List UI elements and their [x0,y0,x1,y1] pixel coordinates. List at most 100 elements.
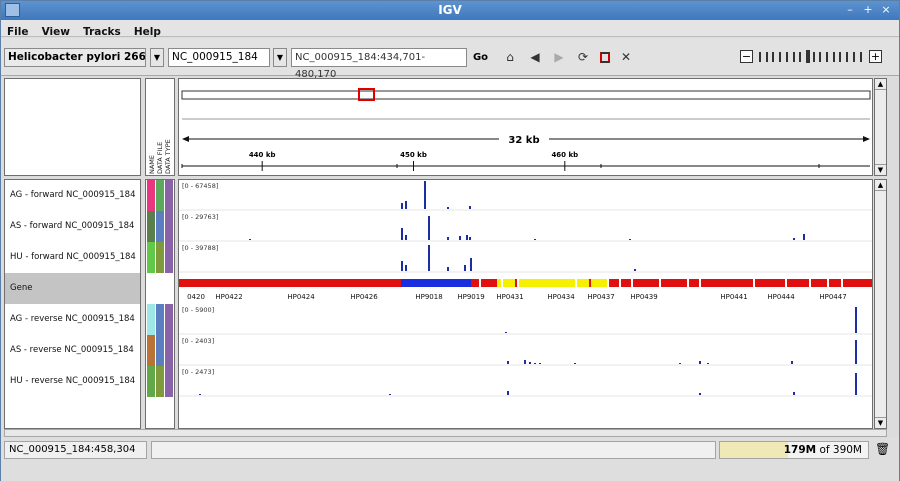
track-name[interactable]: Gene [5,273,140,304]
attribute-cell[interactable] [147,366,155,397]
track-1[interactable]: [0 - 29763] [179,213,872,242]
gene-label[interactable]: HP0437 [587,293,614,301]
attribute-datatype-label[interactable]: DATA TYPE [164,139,172,174]
gene-label[interactable]: HP0439 [630,293,657,301]
zoom-in-icon[interactable]: + [869,50,882,63]
track-5[interactable]: [0 - 2403] [179,337,872,366]
zoom-level-tick[interactable] [859,52,862,62]
gene-label[interactable]: HP0441 [720,293,747,301]
maximize-icon[interactable]: + [863,3,873,16]
data-scrollbar[interactable]: ▲ ▼ [874,179,887,429]
data-panel[interactable]: [0 - 67458] [0 - 29763] [0 - 39788] 0420 HP0… [178,179,873,429]
zoom-level-tick[interactable] [759,52,761,62]
track-name[interactable]: AS - reverse NC_000915_184 [10,345,134,355]
track-6[interactable]: [0 - 2473] [179,368,872,397]
track-0[interactable]: [0 - 67458] [179,181,872,211]
zoom-level-tick[interactable] [772,52,775,62]
horizontal-scrollbar[interactable] [4,429,887,437]
zoom-out-icon[interactable]: − [740,50,753,63]
gene-feature-blue[interactable] [401,279,471,287]
resize-tracks-icon[interactable]: ✕ [620,50,632,64]
gene-label[interactable]: HP0431 [496,293,523,301]
header-scrollbar[interactable]: ▲ ▼ [874,78,887,176]
gene-label[interactable]: HP0447 [819,293,846,301]
attribute-cell[interactable] [156,335,164,366]
scroll-up-icon[interactable]: ▲ [875,79,886,90]
chromosome-ideogram[interactable] [181,90,871,100]
menu-file[interactable]: File [7,26,29,38]
chromosome-select[interactable]: NC_000915_184 [168,48,270,67]
zoom-level-tick[interactable] [805,50,810,63]
zoom-level-tick[interactable] [785,52,788,62]
gene-feature-yellow[interactable] [497,279,515,287]
attribute-cell[interactable] [165,180,173,211]
menu-view[interactable]: View [41,26,70,38]
minimize-icon[interactable]: – [847,3,853,16]
attribute-cell[interactable] [156,242,164,273]
track-name[interactable]: AS - forward NC_000915_184 [10,221,135,231]
zoom-level-tick[interactable] [852,52,855,62]
menu-tracks[interactable]: Tracks [83,26,121,38]
gene-label[interactable]: HP9019 [457,293,484,301]
attribute-cell[interactable] [156,211,164,242]
attribute-cell[interactable] [165,304,173,335]
back-icon[interactable]: ◀ [530,50,540,64]
track-4[interactable]: [0 - 5900] [179,306,872,335]
attribute-datafile-label[interactable]: DATA FILE [156,141,164,174]
gene-label[interactable]: HP0434 [547,293,575,301]
attribute-cell[interactable] [165,211,173,242]
genome-dropdown-icon[interactable]: ▼ [150,48,164,67]
gene-feature-yellow[interactable] [519,279,589,287]
scroll-down-icon[interactable]: ▼ [875,417,886,428]
scroll-down-icon[interactable]: ▼ [875,164,886,175]
zoom-level-tick[interactable] [799,52,802,62]
attribute-cell[interactable] [156,180,164,211]
attribute-cell[interactable] [165,366,173,397]
attribute-cell[interactable] [147,211,155,242]
scroll-up-icon[interactable]: ▲ [875,180,886,191]
zoom-level-tick[interactable] [832,52,835,62]
zoom-level-tick[interactable] [846,52,849,62]
track-name[interactable]: AG - forward NC_000915_184 [10,190,136,200]
gene-feature-yellow[interactable] [591,279,607,287]
gene-label[interactable]: HP0426 [350,293,378,301]
home-icon[interactable]: ⌂ [506,50,514,64]
trash-icon[interactable]: 🗑 [875,442,891,456]
attribute-cell[interactable] [165,242,173,273]
attribute-cell[interactable] [156,366,164,397]
refresh-icon[interactable]: ⟳ [577,50,589,64]
attribute-cell[interactable] [147,242,155,273]
menu-help[interactable]: Help [133,26,161,38]
track-name[interactable]: HU - reverse NC_000915_184 [10,376,136,386]
gene-label[interactable]: HP0424 [287,293,315,301]
zoom-level-tick[interactable] [826,52,828,62]
track-name[interactable]: AG - reverse NC_000915_184 [10,314,135,324]
current-region-box[interactable] [358,88,375,101]
track-3[interactable]: 0420 HP0422 HP0424 HP0426 HP9018 HP9019 HP0431… [179,279,872,301]
attribute-cell[interactable] [165,335,173,366]
close-icon[interactable]: × [881,3,891,16]
attribute-cell[interactable] [147,180,155,211]
track-name[interactable]: HU - forward NC_000915_184 [10,252,136,262]
gene-label[interactable]: HP0444 [767,293,795,301]
locus-input[interactable]: NC_000915_184:434,701-480,170 [291,48,467,80]
zoom-level-tick[interactable] [839,52,842,62]
zoom-level-tick[interactable] [812,52,815,62]
gene-label[interactable]: HP0422 [215,293,242,301]
zoom-level-tick[interactable] [765,52,768,62]
go-button[interactable]: Go [472,52,489,63]
forward-icon[interactable]: ▶ [554,50,564,64]
attribute-cell[interactable] [147,304,155,335]
region-of-interest-icon[interactable] [598,49,612,66]
ruler-panel[interactable]: 32 kb 440 kb 450 kb 460 kb [178,78,873,176]
zoom-level-tick[interactable] [779,52,782,62]
gene-label[interactable]: HP9018 [415,293,442,301]
genome-select[interactable]: Helicobacter pylori 266... [4,48,146,67]
zoom-level-tick[interactable] [819,52,822,62]
gene-label[interactable]: 0420 [187,293,205,301]
track-2[interactable]: [0 - 39788] [179,244,872,273]
chromosome-dropdown-icon[interactable]: ▼ [273,48,287,67]
attribute-cell[interactable] [156,304,164,335]
attribute-name-label[interactable]: NAME [148,154,156,174]
attribute-cell[interactable] [147,335,155,366]
